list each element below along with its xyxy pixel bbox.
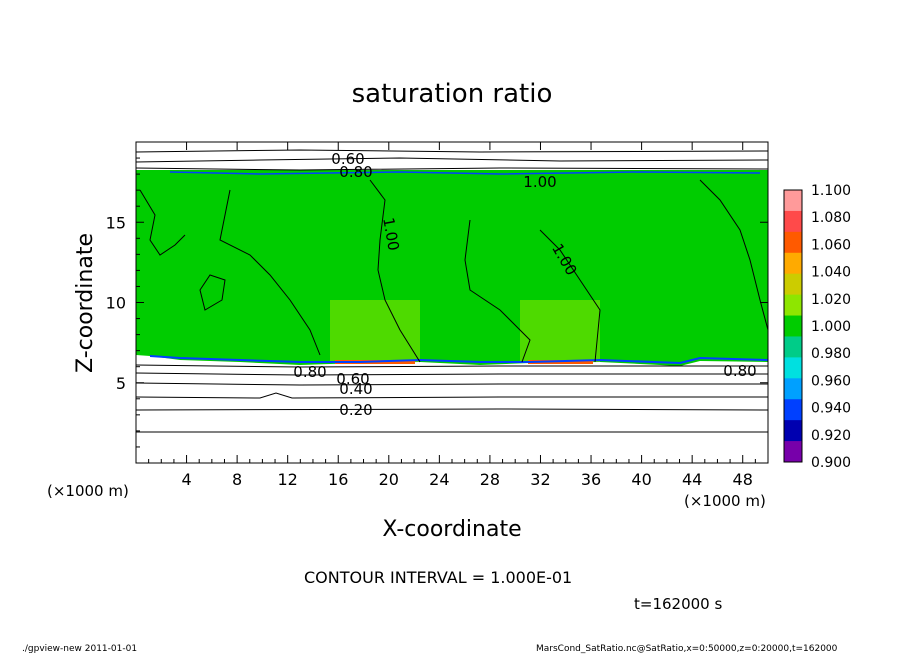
colorbar-level-label: 0.920 (811, 428, 851, 444)
blue-upper-edge (169, 171, 761, 175)
colorbar-level-label: 1.100 (811, 183, 851, 199)
contour-1.00-far-right (699, 179, 769, 331)
colorbar: 1.100 1.080 1.060 1.040 1.020 1.000 0.980 0.960… (783, 183, 851, 471)
x-axis-label: X-coordinate (382, 517, 521, 542)
y-axis: 5 10 15 (106, 157, 768, 448)
x-tick-label: 16 (328, 470, 348, 489)
contour-label: 0.80 (293, 363, 326, 381)
x-unit-label-right: (×1000 m) (684, 492, 766, 510)
contour-lower-0.30 (135, 392, 768, 399)
contour-lower-0.40 (135, 382, 768, 386)
x-tick-label: 40 (631, 470, 651, 489)
colorbar-level-label: 0.980 (811, 346, 851, 362)
contour-label: 0.60 (331, 150, 364, 168)
contour-label: 1.00 (523, 173, 556, 191)
contour-lower-0.60 (135, 372, 768, 376)
y-axis-label: Z-coordinate (73, 233, 98, 373)
contour-1.00-left-island (199, 274, 226, 311)
colorbar-swatch (784, 231, 802, 254)
contour-1.00-left (219, 189, 321, 356)
contour-upper-0.80 (135, 167, 769, 171)
contour-lower-0.20 (135, 408, 769, 411)
x-axis: 4 8 12 16 20 24 28 32 36 40 44 48 (148, 142, 756, 489)
colorbar-level-label: 1.060 (811, 237, 851, 253)
contour-upper-0.60 (135, 157, 769, 163)
colorbar-swatch (784, 441, 802, 463)
x-tick-label: 28 (480, 470, 500, 489)
contour-1.00-center (369, 179, 421, 363)
footer-right: MarsCond_SatRatio.nc@SatRatio,x=0:50000,… (536, 644, 838, 654)
contour-label: 0.60 (336, 370, 369, 388)
y-tick-label: 15 (106, 213, 126, 232)
footer-left: ./gpview-new 2011-01-01 (22, 644, 137, 654)
x-unit-label-left: (×1000 m) (47, 482, 129, 500)
colorbar-level-label: 0.940 (811, 401, 851, 417)
x-tick-label: 24 (429, 470, 449, 489)
colorbar-level-label: 1.080 (811, 210, 851, 226)
colorbar-level-label: 0.960 (811, 373, 851, 389)
contour-label: 0.80 (339, 163, 372, 181)
colorbar-level-label: 1.000 (811, 319, 851, 335)
colorbar-frame (783, 189, 803, 463)
bright-green-band-2 (520, 300, 600, 362)
contour-upper-0.40 (135, 149, 769, 153)
contour-label: 0.20 (339, 401, 372, 419)
chart-title: saturation ratio (352, 79, 553, 109)
colorbar-swatch (784, 294, 802, 317)
plot-area: 0.60 0.80 1.00 1.00 1.00 0.80 0.60 0.40 … (135, 142, 769, 463)
x-tick-label: 12 (278, 470, 298, 489)
contour-label: 0.40 (339, 380, 372, 398)
contour-1.00-far-left (139, 189, 186, 256)
colorbar-level-label: 1.040 (811, 265, 851, 281)
upper-white-region (136, 142, 768, 170)
contour-1.00-right-2 (539, 229, 601, 363)
colorbar-swatch (784, 378, 802, 400)
lower-white-region (136, 363, 768, 463)
colorbar-swatch (784, 210, 802, 233)
x-tick-label: 4 (181, 470, 191, 489)
bright-green-band-1 (330, 300, 420, 362)
y-tick-label: 5 (116, 374, 126, 393)
x-tick-label: 44 (682, 470, 702, 489)
contour-label: 1.00 (379, 216, 403, 252)
colorbar-swatch (784, 399, 802, 421)
x-tick-label: 8 (232, 470, 242, 489)
contour-label: 0.80 (723, 362, 756, 380)
colorbar-swatch (784, 420, 802, 442)
contour-1.00-right (464, 219, 531, 363)
colorbar-swatch (784, 357, 802, 379)
y-tick-label: 10 (106, 294, 126, 313)
colorbar-swatch (784, 336, 802, 358)
colorbar-swatch (784, 273, 802, 296)
x-tick-label: 48 (733, 470, 753, 489)
x-tick-label: 36 (581, 470, 601, 489)
contour-interval-note: CONTOUR INTERVAL = 1.000E-01 (304, 568, 572, 587)
contour-lower-0.80 (135, 364, 768, 368)
colorbar-level-label: 1.020 (811, 292, 851, 308)
x-tick-label: 32 (530, 470, 550, 489)
x-tick-label: 20 (379, 470, 399, 489)
blue-lower-edge (149, 355, 769, 365)
colorbar-swatch (784, 252, 802, 275)
colorbar-swatch (784, 190, 802, 212)
green-saturated-field (136, 170, 768, 366)
colorbar-swatch (784, 315, 802, 337)
time-label: t=162000 s (634, 595, 722, 613)
colorbar-level-label: 0.900 (811, 455, 851, 471)
